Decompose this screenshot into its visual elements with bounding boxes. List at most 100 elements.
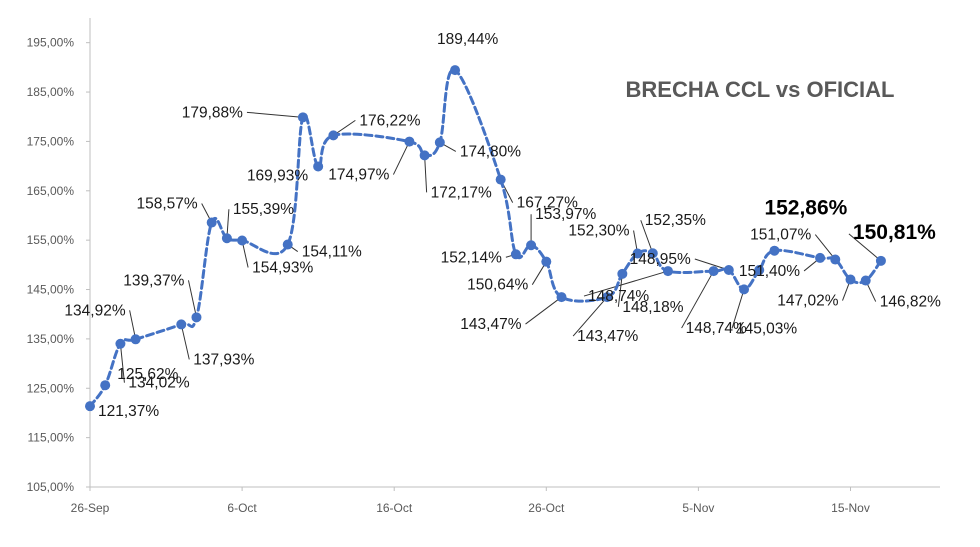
data-point: [632, 248, 643, 259]
data-point: [100, 380, 111, 391]
data-label: 158,57%: [136, 196, 197, 213]
data-label: 134,92%: [64, 302, 125, 319]
data-point: [662, 266, 673, 277]
label-leader-line: [617, 273, 623, 307]
x-tick-label: 6-Oct: [227, 501, 257, 515]
data-point: [754, 265, 765, 276]
data-label: 176,22%: [359, 112, 420, 129]
data-point: [739, 284, 750, 295]
x-tick-label: 5-Nov: [682, 501, 714, 515]
data-point: [221, 233, 232, 244]
data-label: 148,74%: [686, 320, 747, 337]
data-label: 148,95%: [630, 251, 691, 268]
data-label: 154,11%: [302, 244, 362, 261]
label-leader-line: [640, 220, 654, 254]
data-label: 148,18%: [622, 299, 683, 316]
data-point: [176, 319, 187, 330]
data-point: [297, 112, 308, 123]
data-point: [875, 255, 886, 266]
label-leader-line: [180, 324, 190, 360]
label-leader-line: [848, 233, 882, 262]
data-point: [723, 265, 734, 276]
chart-title: BRECHA CCL vs OFICIAL: [626, 77, 895, 102]
data-label: 139,37%: [123, 272, 184, 289]
data-point: [206, 217, 217, 228]
x-tick-label: 26-Oct: [528, 501, 565, 515]
y-tick-label: 195,00%: [27, 36, 75, 50]
data-label: 125,62%: [117, 366, 178, 383]
data-point: [526, 240, 537, 251]
data-label: 151,07%: [750, 227, 811, 244]
data-label: 155,39%: [233, 201, 294, 218]
data-label: 152,86%: [764, 197, 847, 220]
data-label: 150,64%: [467, 277, 528, 294]
data-point: [282, 239, 293, 250]
y-tick-label: 115,00%: [28, 431, 75, 445]
x-axis-ticks: 26-Sep 6-Oct 16-Oct 26-Oct 5-Nov 15-Nov: [71, 487, 870, 515]
data-label: 137,93%: [193, 351, 254, 368]
label-leader-line: [119, 343, 125, 383]
data-point: [769, 245, 780, 256]
data-label: 147,02%: [777, 293, 838, 310]
data-point: [450, 65, 461, 76]
label-leader-line: [187, 280, 197, 318]
y-tick-label: 145,00%: [27, 283, 75, 297]
label-leader-line: [424, 155, 428, 193]
y-tick-label: 125,00%: [27, 381, 75, 395]
data-label: 146,82%: [880, 294, 941, 311]
y-tick-label: 105,00%: [27, 480, 75, 494]
data-point: [845, 274, 856, 285]
y-tick-label: 155,00%: [27, 233, 75, 247]
data-point: [237, 235, 248, 246]
data-label: 151,40%: [739, 263, 800, 280]
data-label: 154,93%: [252, 260, 313, 277]
x-tick-label: 15-Nov: [831, 501, 870, 515]
label-leader-line: [731, 289, 745, 329]
data-point: [617, 268, 628, 279]
data-point: [85, 401, 95, 412]
data-point: [404, 136, 415, 147]
data-point: [495, 174, 506, 185]
data-label: 153,97%: [535, 206, 596, 223]
y-tick-label: 165,00%: [27, 184, 75, 198]
data-point: [602, 292, 613, 303]
y-tick-label: 135,00%: [27, 332, 75, 346]
data-label: 172,17%: [431, 184, 492, 201]
x-tick-label: 16-Oct: [376, 501, 413, 515]
data-point: [313, 161, 324, 172]
data-point: [708, 266, 719, 277]
data-label: 148,74%: [588, 288, 649, 305]
data-label: 169,93%: [247, 167, 308, 184]
data-point: [434, 137, 445, 148]
data-point: [860, 275, 871, 286]
data-label: 150,81%: [853, 221, 936, 244]
label-leader-line: [814, 234, 836, 260]
data-label: 189,44%: [437, 31, 498, 48]
data-label: 134,02%: [128, 375, 189, 392]
label-leader-line: [681, 270, 715, 329]
data-label: 174,80%: [460, 143, 521, 160]
data-label: 143,47%: [460, 316, 521, 333]
data-point: [556, 292, 567, 303]
data-point: [115, 338, 126, 349]
data-point: [328, 130, 339, 141]
label-leader-line: [583, 270, 669, 297]
y-axis-ticks: 105,00% 115,00% 125,00% 135,00% 145,00% 155,0…: [27, 36, 90, 494]
data-label: 152,30%: [568, 222, 629, 239]
data-point: [830, 254, 841, 265]
data-point: [647, 248, 658, 259]
x-tick-label: 26-Sep: [71, 501, 110, 515]
data-label: 121,37%: [98, 403, 159, 420]
data-label: 179,88%: [182, 104, 243, 121]
label-leader-line: [246, 111, 303, 118]
y-tick-label: 175,00%: [27, 134, 75, 148]
data-point: [191, 312, 202, 323]
data-label: 143,47%: [577, 328, 638, 345]
data-label: 174,97%: [328, 167, 389, 184]
label-leader-line: [392, 141, 410, 175]
data-labels: 121,37% 125,62%134,02% 134,92% 137,93% 139,3…: [64, 31, 941, 420]
data-point: [815, 252, 826, 263]
